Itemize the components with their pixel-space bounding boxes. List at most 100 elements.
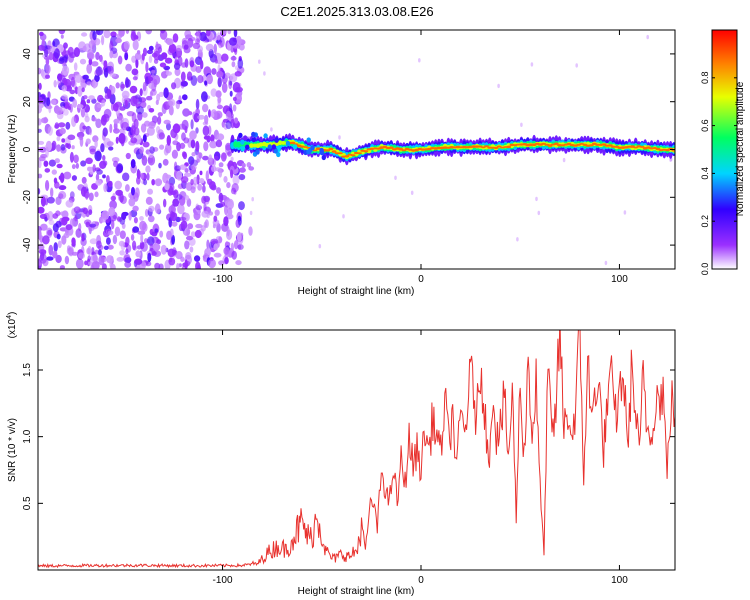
noise-blob [47,91,51,100]
noise-blob [89,223,96,228]
noise-blob [149,243,154,252]
noise-blob [165,38,174,46]
noise-blob [72,98,78,108]
noise-blob [227,30,232,35]
noise-blob [158,132,165,140]
noise-blob [216,32,221,41]
noise-blob [81,87,85,93]
noise-blob [94,74,100,83]
noise-blob [59,265,65,269]
noise-blob [71,237,76,245]
noise-blob [45,146,49,158]
noise-blob [232,104,237,112]
noise-blob [154,203,161,214]
noise-blob [172,198,180,207]
noise-blob [65,199,74,208]
noise-blob [184,195,190,201]
noise-blob [47,40,52,50]
spectrogram-ytick-label: 0 [22,146,33,152]
snr-ytick-label: 1.5 [22,363,33,377]
noise-blob [215,90,222,98]
noise-blob [45,64,51,75]
noise-blob [119,106,126,111]
noise-blob [92,80,97,89]
noise-blob [57,240,62,249]
noise-blob [176,194,183,200]
noise-blob [145,30,152,35]
noise-blob [225,142,232,151]
noise-blob [95,51,100,61]
noise-blob [204,80,208,86]
noise-blob [109,40,114,50]
noise-blob [75,74,82,83]
noise-blob [175,101,180,110]
noise-blob [45,180,50,191]
noise-blob [95,118,102,129]
noise-blob [119,128,125,134]
noise-blob [158,46,162,53]
noise-blob [136,50,141,55]
noise-blob [178,263,182,268]
noise-blob [101,210,110,220]
noise-blob [180,176,189,184]
noise-blob [70,76,75,88]
snr-multiplier: (x104) [6,312,18,339]
noise-blob [57,73,63,81]
noise-blob [223,216,229,227]
noise-speck [537,210,541,216]
colorbar-tick-label: 0.0 [700,263,710,276]
noise-blob [40,223,48,231]
noise-blob [64,50,71,56]
noise-blob [181,132,186,141]
noise-blob [48,219,55,225]
noise-blob [216,187,221,194]
noise-blob [95,179,102,186]
ridge-cell [344,155,350,158]
noise-blob [54,124,60,129]
noise-speck [318,244,322,249]
noise-blob [63,80,68,86]
noise-blob [61,85,68,92]
noise-blob [232,82,241,93]
colorbar-tick-label: 0.2 [700,215,710,228]
noise-speck [342,214,345,219]
noise-blob [106,237,111,245]
noise-blob [218,192,224,203]
noise-blob [125,248,129,255]
noise-speck [646,34,649,40]
noise-blob [238,174,246,181]
noise-speck [623,210,627,215]
noise-blob [82,125,87,130]
noise-blob [56,163,63,169]
noise-blob [197,114,206,120]
noise-blob [214,209,220,216]
noise-blob [38,67,42,75]
noise-blob [45,105,53,110]
noise-blob [113,102,119,112]
ridge-cell [480,146,486,149]
noise-blob [83,190,90,199]
noise-blob [142,141,150,148]
noise-blob [180,220,188,230]
noise-blob [172,53,177,58]
noise-blob [44,168,51,173]
noise-blob [231,183,239,193]
noise-blob [130,209,138,218]
noise-blob [51,169,57,175]
noise-blob [94,139,98,148]
noise-blob [154,178,163,187]
noise-blob [145,61,149,73]
noise-blob [227,151,232,157]
ridge-cell [493,146,499,150]
noise-blob [133,118,139,129]
snr-ytick-label: 0.5 [22,496,33,510]
noise-blob [96,240,102,249]
noise-blob [208,258,216,269]
noise-speck [263,71,266,76]
noise-blob [198,178,205,184]
noise-blob [211,165,217,172]
noise-blob [184,240,190,250]
noise-blob [224,257,229,265]
noise-blob [166,135,171,146]
noise-blob [101,99,106,107]
